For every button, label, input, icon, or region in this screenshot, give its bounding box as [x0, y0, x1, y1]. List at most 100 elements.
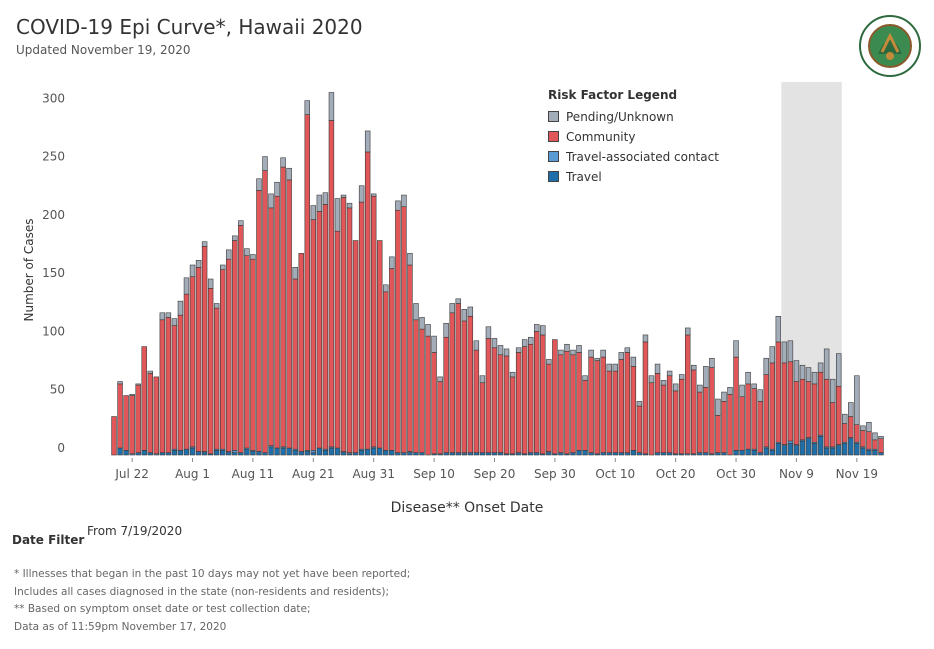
legend-swatch — [548, 151, 559, 162]
legend-label: Pending/Unknown — [566, 110, 674, 124]
bar-pending-unknown — [268, 193, 274, 209]
bar-pending-unknown — [286, 167, 292, 181]
bar-pending-unknown — [709, 357, 715, 368]
bar-community — [141, 346, 147, 451]
bar-pending-unknown — [310, 205, 317, 220]
bar-community — [727, 394, 733, 456]
bar-community — [352, 240, 359, 453]
bar-pending-unknown — [534, 324, 540, 332]
bar-community — [431, 352, 437, 455]
bar-pending-unknown — [660, 380, 667, 386]
bar-travel — [866, 450, 872, 456]
bar-pending-unknown — [370, 193, 377, 197]
bar-pending-unknown — [721, 391, 727, 402]
bar-pending-unknown — [419, 317, 425, 330]
department-of-health-logo — [858, 14, 922, 78]
bar-pending-unknown — [334, 198, 341, 232]
bar-community — [370, 195, 377, 448]
x-tick-label: Oct 20 — [656, 467, 696, 481]
bar-travel — [570, 452, 576, 456]
bar-pending-unknown — [872, 432, 878, 441]
bar-pending-unknown — [817, 362, 824, 373]
bar-travel — [775, 443, 782, 456]
bar-community — [479, 382, 486, 453]
bar-community — [244, 255, 250, 449]
bar-pending-unknown — [594, 357, 600, 361]
x-tick-label: Oct 30 — [716, 467, 756, 481]
x-tick-label: Aug 11 — [232, 467, 275, 481]
bar-travel — [165, 452, 172, 456]
legend-item-travel-associated-contact[interactable]: Travel-associated contact — [548, 147, 719, 167]
bar-travel — [835, 445, 842, 456]
bar-travel — [751, 450, 757, 456]
date-filter-label: Date Filter — [12, 533, 85, 547]
bar-travel — [823, 447, 830, 456]
bar-community — [135, 384, 141, 453]
bar-travel — [220, 450, 226, 456]
bar-pending-unknown — [854, 375, 860, 425]
bar-travel — [878, 452, 884, 456]
bar-community — [111, 416, 117, 456]
bar-community — [781, 362, 788, 445]
bar-pending-unknown — [787, 340, 794, 363]
bar-community — [419, 328, 425, 453]
date-filter-value[interactable]: From 7/19/2020 — [87, 524, 183, 538]
bar-community — [195, 267, 202, 452]
bar-community — [503, 355, 510, 455]
x-tick-label: Jul 22 — [114, 467, 149, 481]
bar-pending-unknown — [455, 298, 461, 304]
bar-community — [872, 439, 878, 450]
bar-community — [358, 201, 365, 450]
bar-pending-unknown — [503, 348, 510, 357]
legend-label: Travel — [566, 170, 602, 184]
bar-community — [745, 383, 751, 450]
legend-item-community[interactable]: Community — [548, 127, 719, 147]
bar-community — [739, 396, 745, 451]
bar-travel — [842, 443, 848, 456]
bar-pending-unknown — [171, 318, 178, 326]
bar-community — [697, 391, 703, 453]
x-tick-label: Sep 30 — [534, 467, 576, 481]
legend-item-pending-unknown[interactable]: Pending/Unknown — [548, 107, 719, 127]
bar-community — [129, 395, 135, 455]
legend-item-travel[interactable]: Travel — [548, 167, 719, 187]
bar-community — [751, 388, 757, 450]
y-tick-label: 50 — [50, 383, 65, 397]
x-tick-label: Oct 10 — [595, 467, 635, 481]
bar-travel — [558, 452, 564, 456]
bar-community — [340, 197, 347, 452]
bar-pending-unknown — [866, 422, 872, 432]
bar-community — [165, 317, 172, 453]
bar-travel — [413, 452, 419, 456]
bar-pending-unknown — [606, 363, 612, 372]
bar-pending-unknown — [727, 387, 733, 395]
bar-community — [322, 204, 329, 450]
x-tick-label: Sep 20 — [474, 467, 516, 481]
bar-pending-unknown — [346, 202, 353, 209]
bar-travel — [624, 452, 631, 456]
bar-community — [582, 380, 588, 451]
bar-community — [268, 207, 274, 446]
bar-community — [576, 352, 582, 451]
bar-pending-unknown — [799, 364, 806, 380]
bar-community — [467, 315, 474, 453]
bar-pending-unknown — [697, 384, 703, 393]
bar-travel — [213, 450, 220, 456]
bar-community — [220, 269, 226, 450]
footnote: Data as of 11:59pm November 17, 2020 — [14, 620, 227, 633]
bar-community — [159, 319, 166, 453]
bar-travel — [286, 447, 292, 456]
bar-travel — [141, 450, 147, 456]
bar-travel — [660, 452, 667, 456]
bar-community — [588, 356, 594, 453]
bar-travel — [588, 452, 594, 456]
chart-title: COVID-19 Epi Curve*, Hawaii 2020 — [16, 15, 363, 39]
bar-pending-unknown — [383, 284, 389, 293]
bar-pending-unknown — [461, 308, 468, 322]
bar-travel — [527, 452, 534, 456]
bar-pending-unknown — [848, 402, 854, 417]
bar-pending-unknown — [793, 360, 800, 382]
bar-community — [878, 438, 884, 453]
bar-community — [389, 268, 395, 451]
bar-pending-unknown — [491, 338, 498, 349]
